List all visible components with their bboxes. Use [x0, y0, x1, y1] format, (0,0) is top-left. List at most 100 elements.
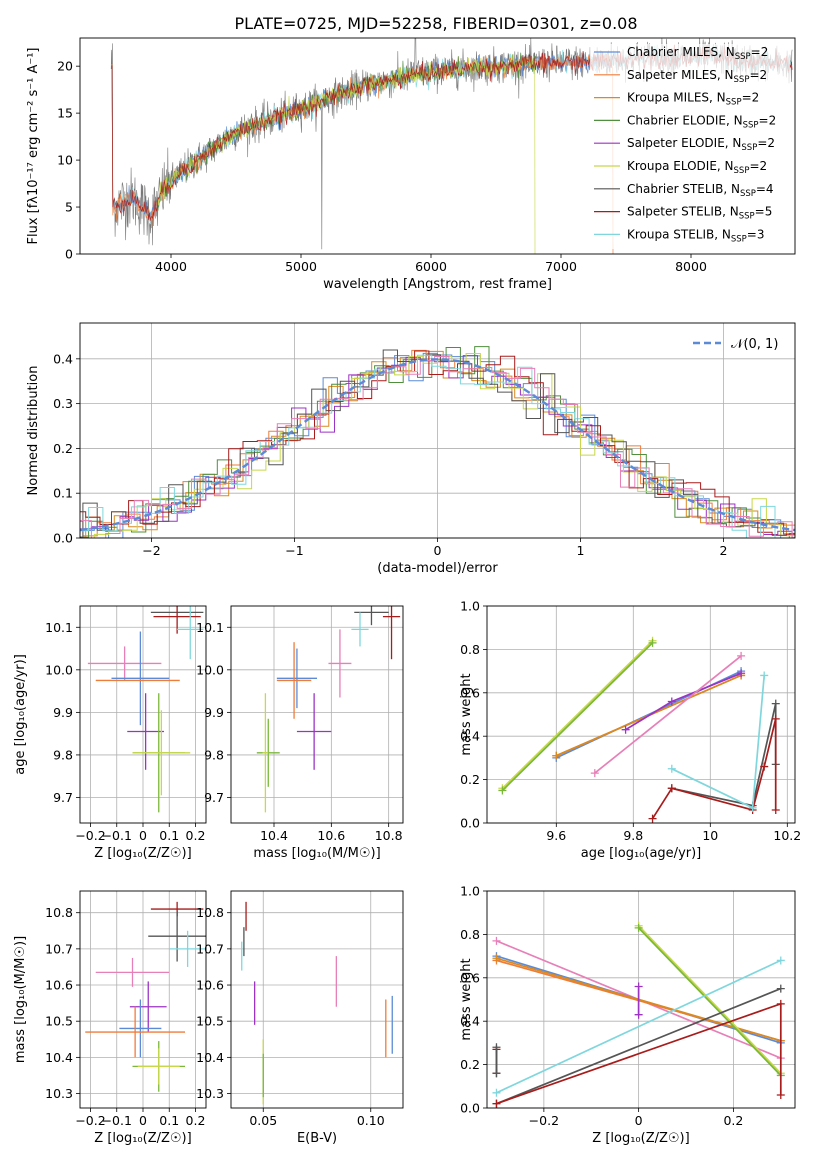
x-axis-label: Z [log₁₀(Z/Z☉)] [94, 1131, 191, 1146]
x-tick-label: −0.2 [75, 1113, 105, 1128]
x-tick-label: 10.8 [375, 828, 403, 843]
errorbar-point [127, 693, 164, 770]
axes-mass_vs_Z: −0.2−0.1 0 0.1 0.2 10.3 10.4 10.5 10.6 10.7 10.8 Z… [13, 891, 206, 1146]
x-axis-label: E(B-V) [297, 1131, 337, 1146]
weight-marker [492, 1043, 501, 1052]
x-axis-label: (data-model)/error [377, 561, 498, 576]
x-tick-label: 8000 [675, 259, 707, 274]
legend-bg [590, 44, 790, 249]
age_vs_mass-frame [230, 605, 404, 824]
y-tick-label: 10.3 [45, 1086, 73, 1101]
weight-marker [667, 697, 676, 706]
weight-marker [552, 751, 561, 760]
x-axis-label: wavelength [Angstrom, rest frame] [323, 277, 552, 292]
y-tick-label: 0.4 [460, 729, 480, 744]
y-tick-label: 9.8 [204, 747, 224, 762]
weight-line [496, 987, 782, 1105]
y-tick-label: 15 [57, 106, 73, 121]
histogram-series [80, 354, 795, 538]
legend-label: Chabrier STELIB, NSSP=4 [627, 182, 774, 199]
y-tick-label: 5 [65, 200, 73, 215]
x-axis-label: Z [log₁₀(Z/Z☉)] [592, 1131, 689, 1146]
legend-label: Salpeter ELODIE, NSSP=2 [627, 136, 775, 153]
legend-label: Kroupa ELODIE, NSSP=2 [627, 159, 767, 176]
weight-line [637, 927, 782, 1077]
errorbars-mass_vs_Z [85, 901, 206, 1092]
errorbar-point [169, 930, 206, 967]
x-tick-label: 7000 [545, 259, 577, 274]
model-spectrum [157, 52, 536, 211]
model-spectrum [111, 50, 614, 217]
y-tick-label: 0.8 [460, 642, 480, 657]
y-tick-label: 0.2 [460, 1057, 480, 1072]
y-tick-label: 0.0 [460, 816, 480, 831]
y-axis-label: age [log₁₀(age/yr)] [13, 654, 28, 775]
errorbar-point [276, 642, 312, 719]
y-tick-label: 10.0 [45, 662, 73, 677]
weights-weight_vs_Z [492, 921, 785, 1108]
weight-marker [492, 1099, 501, 1108]
x-tick-label: 1 [577, 543, 585, 558]
weight-marker [634, 923, 643, 932]
y-tick-label: 0.2 [53, 441, 73, 456]
y-tick-label: 10.3 [196, 1086, 224, 1101]
histogram-series [80, 350, 795, 536]
weights-weight_vs_age [498, 636, 780, 823]
y-tick-label: 0.0 [460, 1101, 480, 1116]
weight-marker [667, 784, 676, 793]
errorbar-point [95, 957, 170, 987]
x-tick-label: 0.1 [159, 1113, 179, 1128]
errorbar-point [129, 981, 167, 1033]
weight-marker [760, 762, 769, 771]
axes-weight_vs_Z: −0.2 0 0.2 0.0 0.2 0.4 0.6 0.8 1.0 Z [log₁₀(Z/Z☉)… [459, 884, 795, 1146]
y-tick-label: 9.9 [204, 705, 224, 720]
y-tick-label: 9.7 [204, 790, 224, 805]
weight-marker [634, 1010, 643, 1019]
x-tick-label: −1 [285, 543, 303, 558]
x-tick-label: 9.6 [546, 828, 566, 843]
y-tick-label: 10.5 [196, 1014, 224, 1029]
y-tick-label: 0.6 [460, 970, 480, 985]
weight-series [634, 921, 785, 1078]
x-tick-label: 0.05 [249, 1113, 277, 1128]
errorbar-point [119, 999, 162, 1058]
x-axis-label: Z [log₁₀(Z/Z☉)] [94, 846, 191, 861]
errorbar-point [262, 693, 269, 813]
legend-label: Salpeter STELIB, NSSP=5 [627, 205, 772, 222]
errorbar-point [132, 710, 191, 796]
errorbar-point [276, 648, 317, 709]
x-tick-label: 9.8 [623, 828, 643, 843]
x-tick-label: 10.4 [260, 828, 288, 843]
y-tick-label: 10.8 [45, 905, 73, 920]
weight-marker [492, 954, 501, 963]
errorbar-point [296, 693, 332, 770]
errorbar-point [351, 612, 369, 647]
weight-line [651, 718, 777, 820]
errorbar-point [177, 606, 204, 660]
weight-marker [771, 805, 780, 814]
weight-series [667, 671, 769, 812]
legend-label: Salpeter MILES, NSSP=2 [627, 68, 767, 85]
weight-marker [748, 803, 757, 812]
x-tick-label: 0 [139, 828, 147, 843]
weight-marker [492, 1069, 501, 1078]
y-tick-label: 10 [57, 153, 73, 168]
weight-line [594, 655, 742, 774]
weight-marker [776, 1090, 785, 1099]
legend-label: Kroupa STELIB, NSSP=3 [627, 227, 765, 244]
axes-spectrum: 4000 5000 6000 7000 8000 0 5 10 15 20 wavelength [… [26, 48, 707, 293]
weight-marker [492, 1088, 501, 1097]
weight-marker [667, 764, 676, 773]
weight-series [621, 669, 746, 734]
weight-line [501, 642, 654, 792]
figure-title: PLATE=0725, MJD=52258, FIBERID=0301, z=0… [234, 14, 637, 33]
weight-series [634, 982, 643, 1019]
weight-marker [492, 936, 501, 945]
x-tick-label: 0.1 [159, 828, 179, 843]
y-tick-label: 10.1 [45, 620, 73, 635]
errorbar-point [148, 910, 206, 962]
x-tick-label: 0.2 [723, 1113, 743, 1128]
y-tick-label: 10.7 [196, 941, 224, 956]
y-tick-label: 0.4 [460, 1014, 480, 1029]
y-tick-label: 0.1 [53, 486, 73, 501]
